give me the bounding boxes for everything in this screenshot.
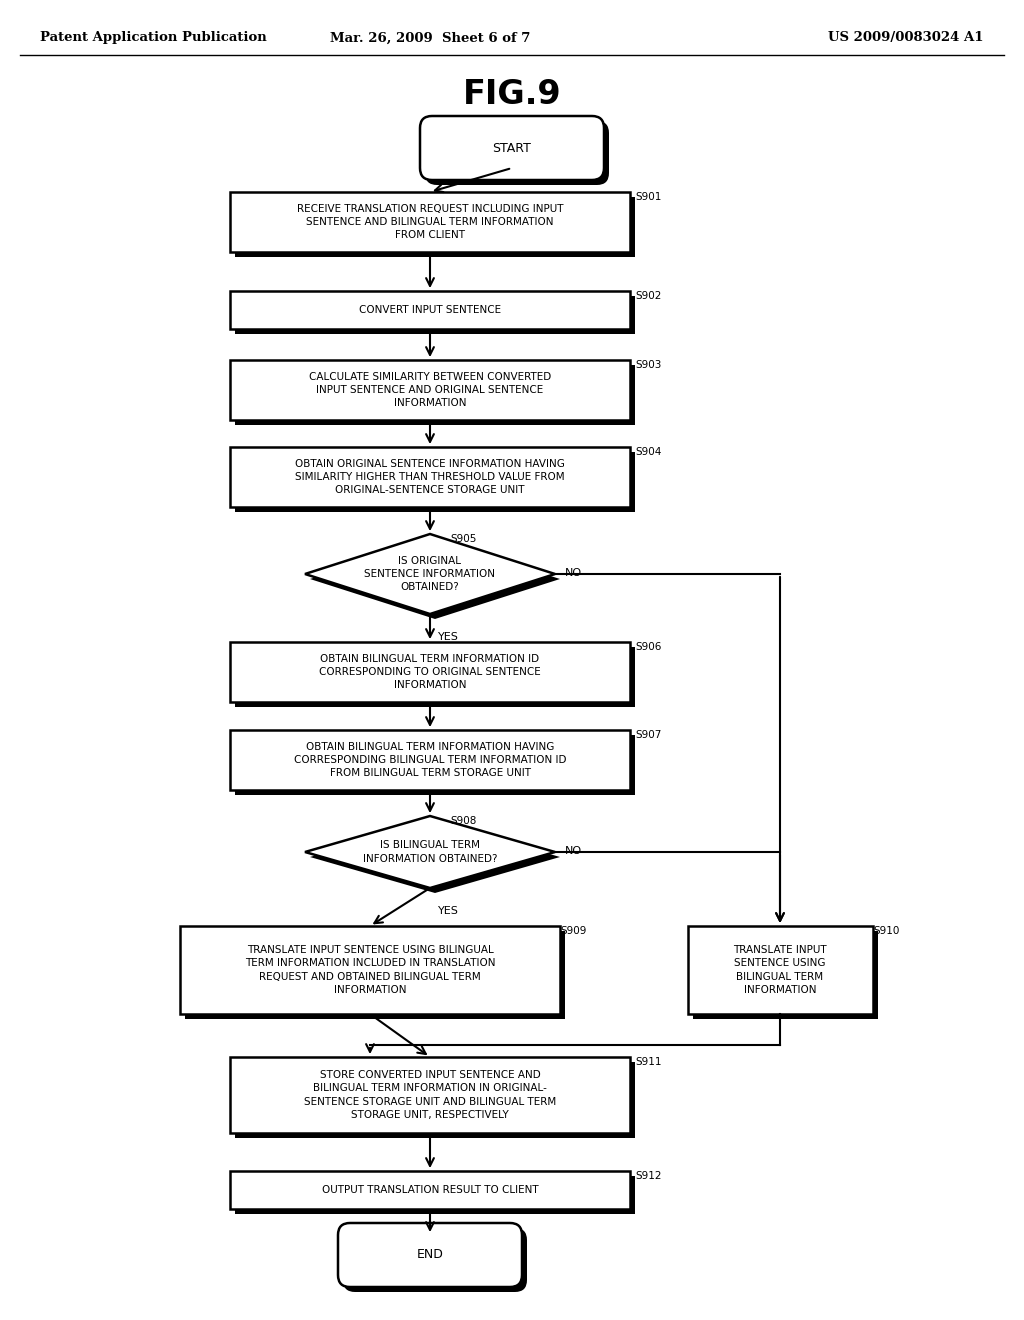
Polygon shape: [305, 535, 555, 614]
FancyBboxPatch shape: [338, 1224, 522, 1287]
Bar: [692, 931, 878, 1019]
FancyBboxPatch shape: [425, 121, 609, 185]
Bar: [234, 1063, 635, 1138]
Bar: [230, 730, 630, 789]
Text: STORE CONVERTED INPUT SENTENCE AND
BILINGUAL TERM INFORMATION IN ORIGINAL-
SENTE: STORE CONVERTED INPUT SENTENCE AND BILIN…: [304, 1071, 556, 1119]
Text: S912: S912: [635, 1171, 662, 1181]
Text: S911: S911: [635, 1057, 662, 1067]
Text: S903: S903: [635, 360, 662, 370]
Bar: [230, 447, 630, 507]
Text: S902: S902: [635, 290, 662, 301]
Text: S906: S906: [635, 642, 662, 652]
FancyBboxPatch shape: [343, 1228, 527, 1292]
Text: Mar. 26, 2009  Sheet 6 of 7: Mar. 26, 2009 Sheet 6 of 7: [330, 32, 530, 45]
Text: CALCULATE SIMILARITY BETWEEN CONVERTED
INPUT SENTENCE AND ORIGINAL SENTENCE
INFO: CALCULATE SIMILARITY BETWEEN CONVERTED I…: [309, 372, 551, 408]
Polygon shape: [305, 816, 555, 888]
Bar: [230, 360, 630, 420]
Text: END: END: [417, 1249, 443, 1262]
Text: YES: YES: [438, 906, 459, 916]
FancyBboxPatch shape: [420, 116, 604, 180]
Bar: [234, 735, 635, 795]
Text: FIG.9: FIG.9: [463, 78, 561, 111]
Bar: [230, 290, 630, 329]
Bar: [180, 927, 560, 1014]
Text: S909: S909: [560, 927, 587, 936]
Polygon shape: [310, 539, 560, 619]
Bar: [234, 197, 635, 257]
Bar: [234, 647, 635, 708]
Text: TRANSLATE INPUT SENTENCE USING BILINGUAL
TERM INFORMATION INCLUDED IN TRANSLATIO: TRANSLATE INPUT SENTENCE USING BILINGUAL…: [245, 945, 496, 995]
Bar: [230, 191, 630, 252]
Bar: [234, 366, 635, 425]
Bar: [230, 642, 630, 702]
Bar: [185, 931, 565, 1019]
Text: S905: S905: [450, 535, 476, 544]
Bar: [687, 927, 872, 1014]
Text: START: START: [493, 141, 531, 154]
Text: S904: S904: [635, 447, 662, 457]
Text: S910: S910: [873, 927, 899, 936]
Text: TRANSLATE INPUT
SENTENCE USING
BILINGUAL TERM
INFORMATION: TRANSLATE INPUT SENTENCE USING BILINGUAL…: [733, 945, 826, 995]
Text: RECEIVE TRANSLATION REQUEST INCLUDING INPUT
SENTENCE AND BILINGUAL TERM INFORMAT: RECEIVE TRANSLATION REQUEST INCLUDING IN…: [297, 203, 563, 240]
Text: S908: S908: [450, 816, 476, 826]
Text: S907: S907: [635, 730, 662, 741]
Text: NO: NO: [565, 568, 582, 578]
Text: OBTAIN ORIGINAL SENTENCE INFORMATION HAVING
SIMILARITY HIGHER THAN THRESHOLD VAL: OBTAIN ORIGINAL SENTENCE INFORMATION HAV…: [295, 459, 565, 495]
Bar: [234, 451, 635, 512]
Text: OUTPUT TRANSLATION RESULT TO CLIENT: OUTPUT TRANSLATION RESULT TO CLIENT: [322, 1185, 539, 1195]
Text: Patent Application Publication: Patent Application Publication: [40, 32, 266, 45]
Text: IS ORIGINAL
SENTENCE INFORMATION
OBTAINED?: IS ORIGINAL SENTENCE INFORMATION OBTAINE…: [365, 556, 496, 593]
Text: NO: NO: [565, 846, 582, 855]
Text: IS BILINGUAL TERM
INFORMATION OBTAINED?: IS BILINGUAL TERM INFORMATION OBTAINED?: [362, 841, 498, 863]
Text: OBTAIN BILINGUAL TERM INFORMATION ID
CORRESPONDING TO ORIGINAL SENTENCE
INFORMAT: OBTAIN BILINGUAL TERM INFORMATION ID COR…: [319, 653, 541, 690]
Text: US 2009/0083024 A1: US 2009/0083024 A1: [828, 32, 984, 45]
Polygon shape: [310, 821, 560, 894]
Bar: [234, 1176, 635, 1214]
Text: S901: S901: [635, 191, 662, 202]
Text: OBTAIN BILINGUAL TERM INFORMATION HAVING
CORRESPONDING BILINGUAL TERM INFORMATIO: OBTAIN BILINGUAL TERM INFORMATION HAVING…: [294, 742, 566, 779]
Bar: [230, 1171, 630, 1209]
Bar: [234, 296, 635, 334]
Bar: [230, 1057, 630, 1133]
Text: YES: YES: [438, 632, 459, 642]
Text: CONVERT INPUT SENTENCE: CONVERT INPUT SENTENCE: [359, 305, 501, 315]
